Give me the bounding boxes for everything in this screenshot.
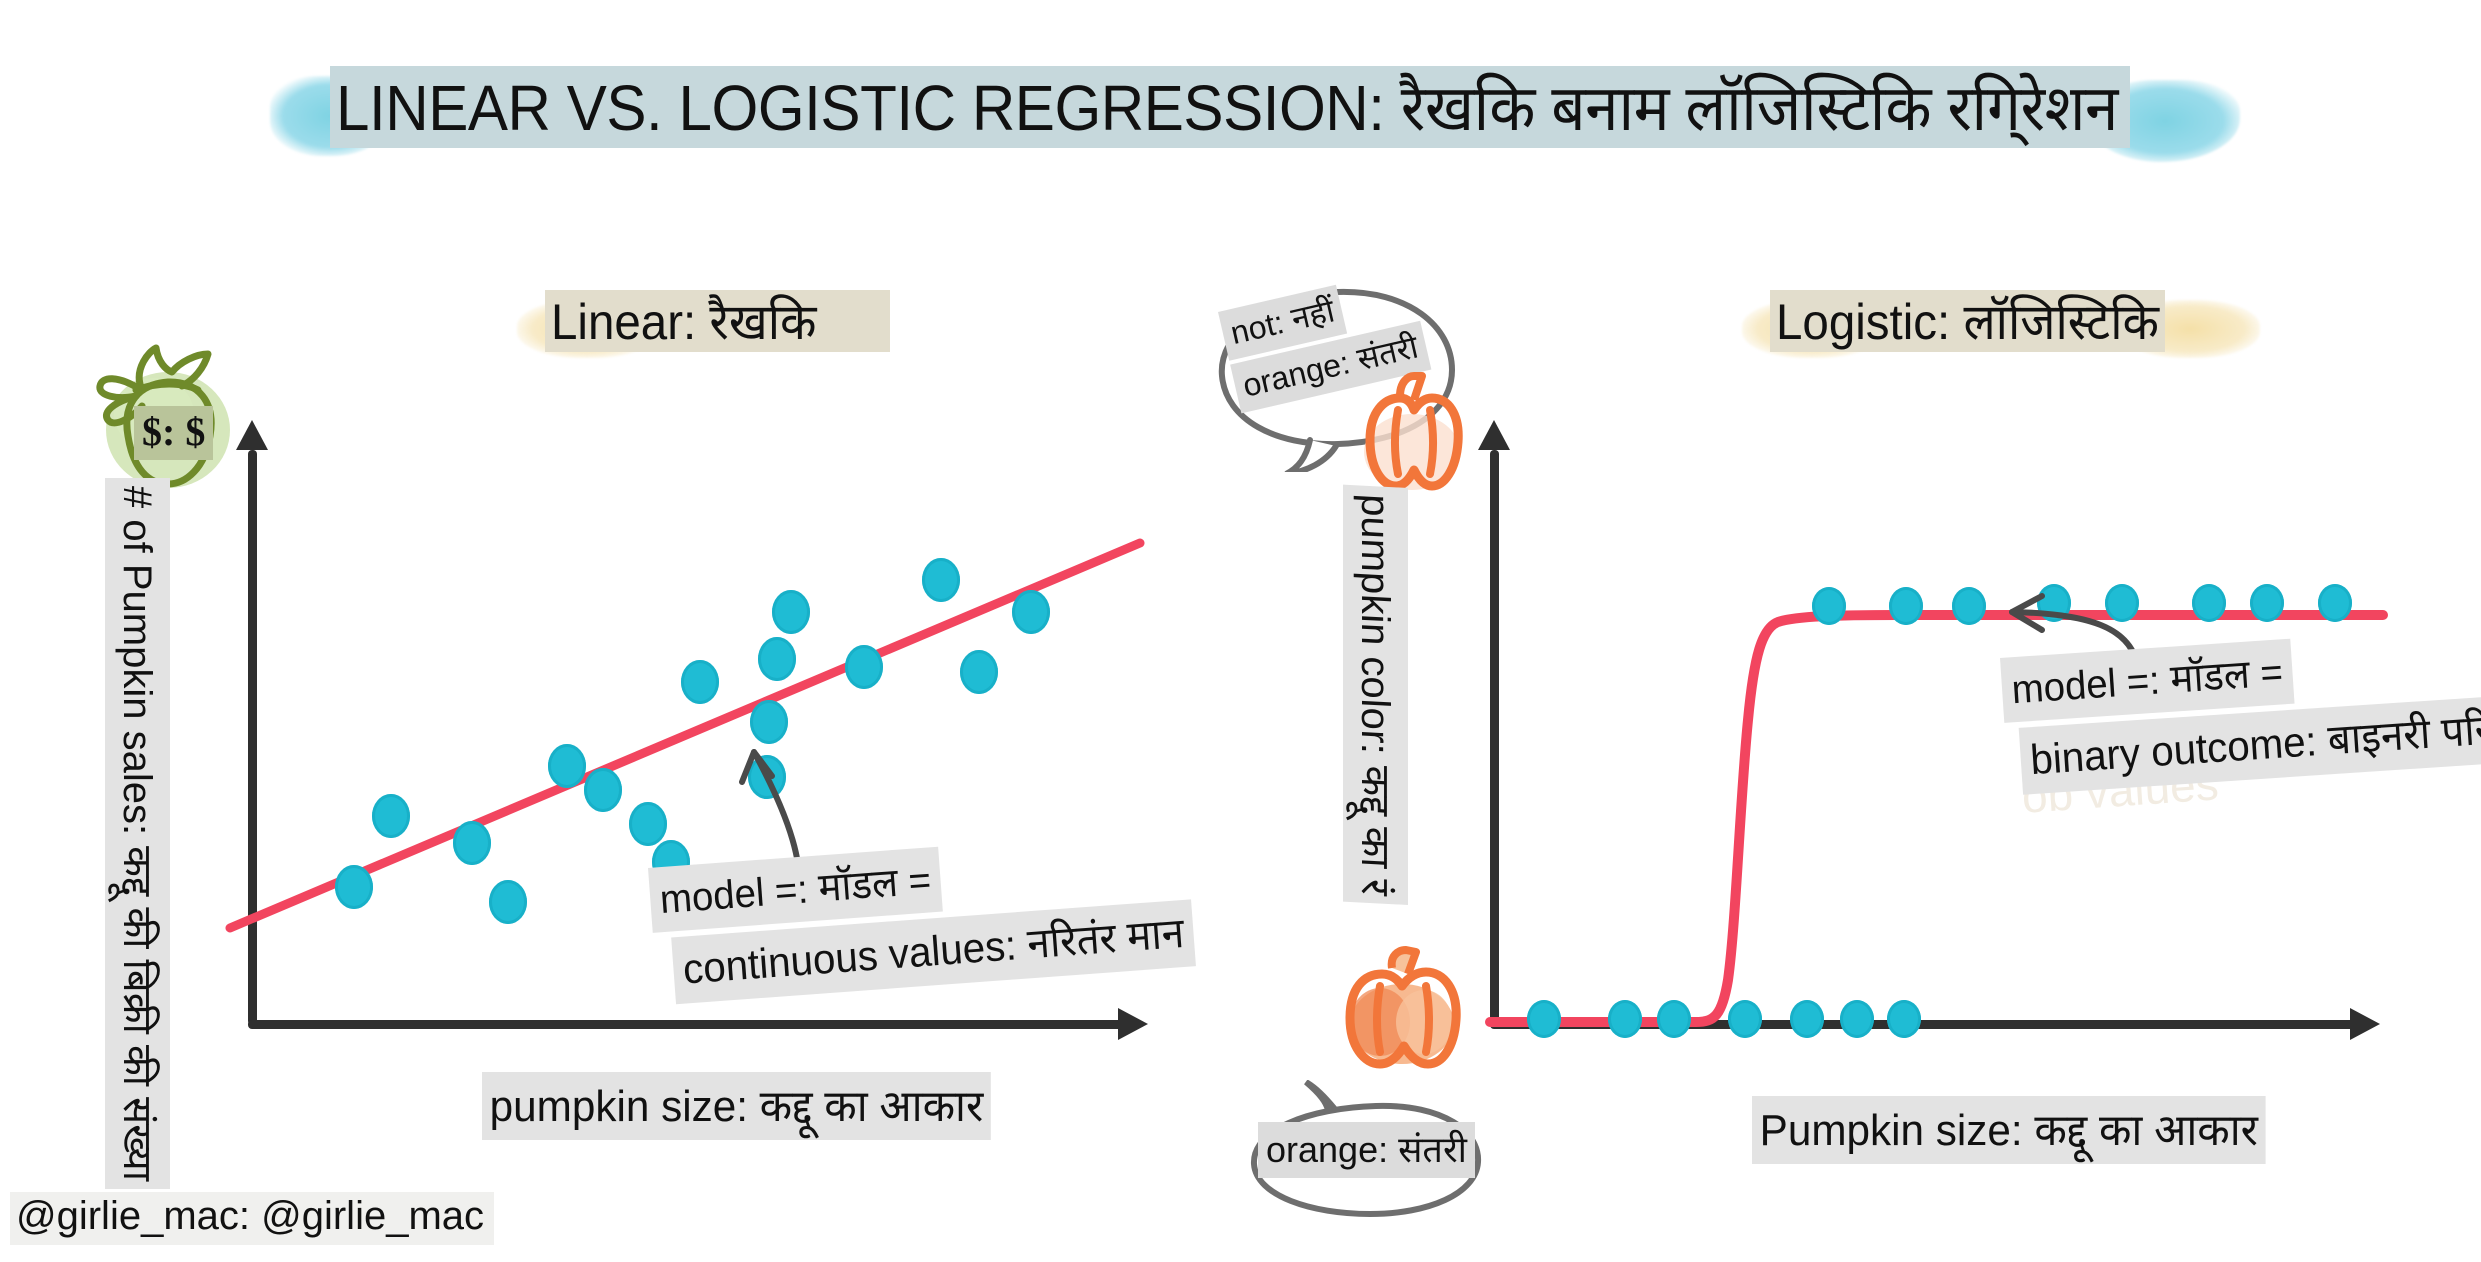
- data-point: [629, 802, 667, 846]
- data-point: [681, 660, 719, 704]
- data-point: [335, 865, 373, 909]
- left-heading-text: Linear: रैखकि: [551, 294, 817, 350]
- left-regression-line: [225, 538, 1145, 933]
- data-point: [489, 880, 527, 924]
- right-x-axis-arrow-icon: [2350, 1008, 2380, 1040]
- data-point: [1952, 587, 1986, 625]
- data-point: [922, 558, 960, 602]
- data-point: [1527, 1000, 1561, 1038]
- data-point: [1889, 587, 1923, 625]
- right-x-axis: [1490, 1020, 2360, 1029]
- data-point: [758, 637, 796, 681]
- data-point: [372, 794, 410, 838]
- left-x-axis: [248, 1020, 1128, 1029]
- money-bag-icon: $: $: [78, 318, 258, 498]
- page-title: LINEAR VS. LOGISTIC REGRESSION: रैखकि बन…: [270, 58, 2240, 162]
- data-point: [1608, 1000, 1642, 1038]
- right-x-axis-label: Pumpkin size: कद्दू का आकार: [1752, 1096, 2287, 1164]
- pumpkin-filled-icon: [1332, 944, 1482, 1089]
- right-panel-heading: Logistic: लॉजिस्टिकि: [1742, 288, 2260, 362]
- data-point: [1657, 1000, 1691, 1038]
- data-point: [584, 768, 622, 812]
- data-point: [1840, 1000, 1874, 1038]
- data-point: [960, 650, 998, 694]
- left-x-axis-label-text: pumpkin size: कद्दू का आकार: [482, 1072, 991, 1140]
- data-point: [548, 744, 586, 788]
- bottom-bubble-text: orange: संतरी: [1258, 1122, 1476, 1178]
- left-y-axis-arrow-icon: [236, 420, 268, 450]
- right-y-axis-label-text: pumpkin color: कद्दू का रं: [1343, 484, 1408, 905]
- left-y-axis: [248, 450, 257, 1025]
- data-point: [772, 590, 810, 634]
- data-point: [1887, 1000, 1921, 1038]
- data-point: [1812, 587, 1846, 625]
- pumpkin-outline-icon: [1340, 370, 1490, 515]
- watermark: @girlie_mac: @girlie_mac: [10, 1192, 495, 1245]
- right-heading-text: Logistic: लॉजिस्टिकि: [1776, 294, 2160, 350]
- data-point: [1728, 1000, 1762, 1038]
- left-panel-heading: Linear: रैखकि: [517, 288, 915, 362]
- left-y-axis-label-text: # of Pumpkin sales: कद्दू की बिक्री की स…: [105, 478, 170, 1190]
- data-point: [2192, 584, 2226, 622]
- right-y-axis: [1490, 450, 1499, 1025]
- data-point: [1012, 590, 1050, 634]
- left-x-axis-label: pumpkin size: कद्दू का आकार: [482, 1072, 1012, 1140]
- page-title-text: LINEAR VS. LOGISTIC REGRESSION: रैखकि बन…: [336, 72, 2118, 144]
- title-highlight-band: [330, 66, 2130, 148]
- left-x-axis-arrow-icon: [1118, 1008, 1148, 1040]
- data-point: [750, 700, 788, 744]
- right-logistic-curve: [1485, 610, 2388, 1027]
- data-point: [2250, 584, 2284, 622]
- data-point: [1790, 1000, 1824, 1038]
- right-heading-highlight: [1770, 290, 2165, 352]
- data-point: [845, 645, 883, 689]
- data-point: [2105, 584, 2139, 622]
- data-point: [2318, 584, 2352, 622]
- money-bag-label: $: $: [142, 409, 206, 454]
- bottom-bubble-line1: orange: संतरी: [1258, 1122, 1476, 1178]
- right-y-axis-arrow-icon: [1478, 420, 1510, 450]
- right-x-axis-label-text: Pumpkin size: कद्दू का आकार: [1752, 1096, 2266, 1164]
- data-point: [453, 821, 491, 865]
- left-heading-highlight: [545, 290, 890, 352]
